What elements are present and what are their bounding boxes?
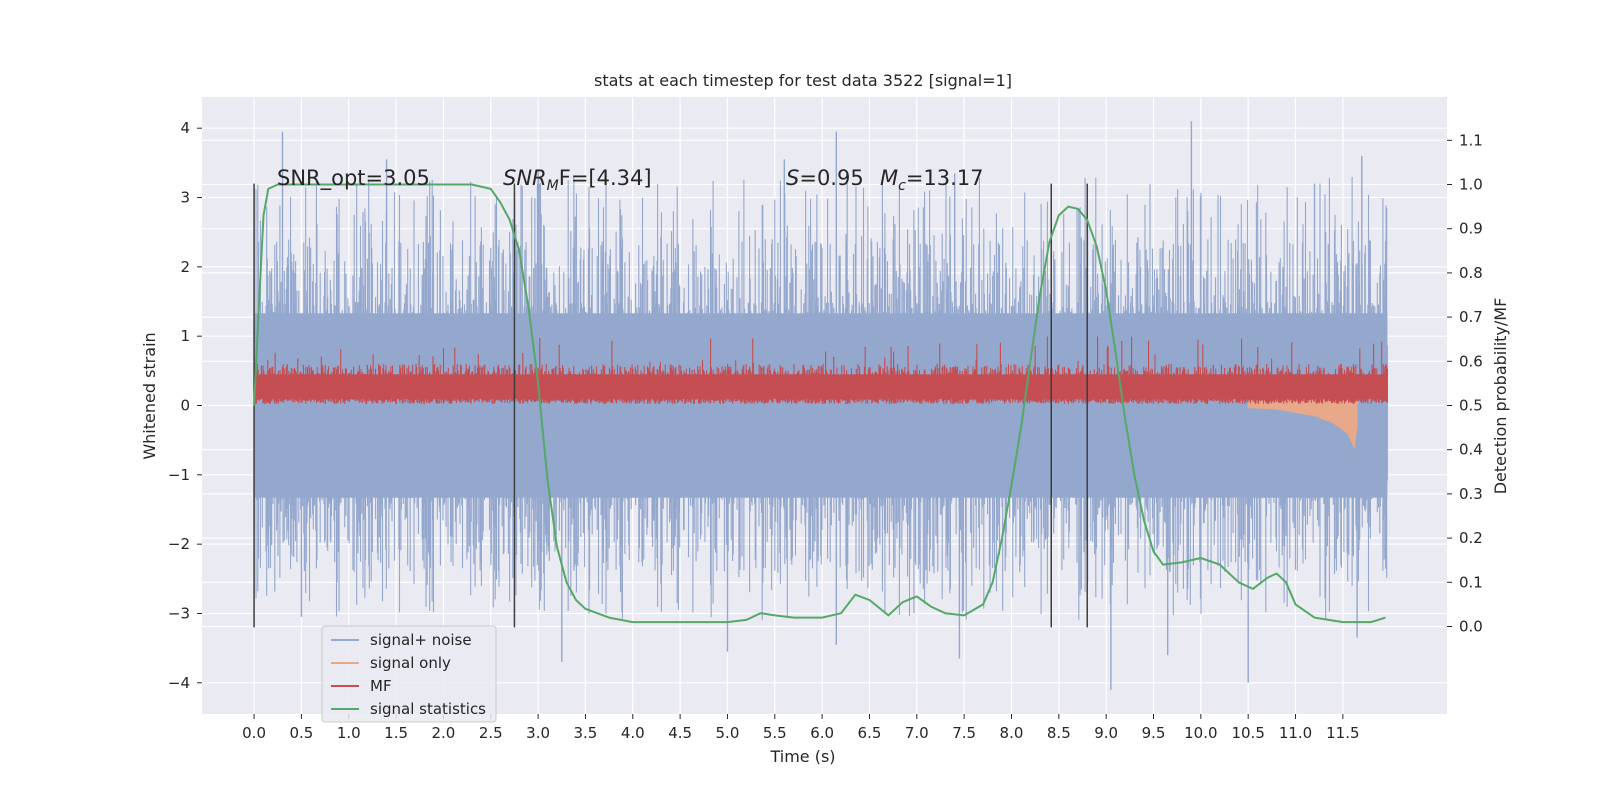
legend-label: signal statistics xyxy=(370,700,486,718)
signal-noise-extremes xyxy=(281,121,1363,690)
x-tick-label: 1.0 xyxy=(337,724,361,742)
legend-box xyxy=(321,625,497,723)
x-tick-label: 4.5 xyxy=(668,724,692,742)
x-axis-label: Time (s) xyxy=(769,747,835,766)
y2-tick-label: 0.1 xyxy=(1459,573,1483,591)
series-signal-noise xyxy=(253,121,1388,690)
annotations: SNR_opt=3.05 SNRMF=[4.34] S=0.95 Mc=13.17 xyxy=(277,166,984,194)
y2-tick-label: 1.1 xyxy=(1459,131,1483,149)
ticks: 0.0 0.5 1.0 1.5 2.0 2.5 3.0 3.5 4.0 4.5 5.0 5.5 6.0 6… xyxy=(168,119,1483,742)
x-tick-label: 11.5 xyxy=(1326,724,1359,742)
y-tick-label: −3 xyxy=(168,604,190,622)
y2-tick-label: 0.8 xyxy=(1459,264,1483,282)
y2-tick-label: 0.0 xyxy=(1459,617,1483,635)
x-tick-label: 5.0 xyxy=(716,724,740,742)
x-tick-label: 11.0 xyxy=(1279,724,1312,742)
annotation-snr-mf: SNRMF=[4.34] xyxy=(503,166,652,194)
x-tick-label: 4.0 xyxy=(621,724,645,742)
plot-area xyxy=(202,97,1447,714)
vertical-markers xyxy=(253,183,1088,628)
x-tick-label: 8.5 xyxy=(1047,724,1071,742)
x-tick-label: 6.5 xyxy=(858,724,882,742)
x-tick-label: 10.5 xyxy=(1231,724,1264,742)
x-tick-label: 9.0 xyxy=(1094,724,1118,742)
x-tick-label: 5.5 xyxy=(763,724,787,742)
signal-noise-core xyxy=(254,313,1388,498)
legend-label: MF xyxy=(370,677,392,695)
x-tick-label: 0.5 xyxy=(289,724,313,742)
y2-tick-label: 0.9 xyxy=(1459,220,1483,238)
y2-tick-label: 0.7 xyxy=(1459,308,1483,326)
x-tick-label: 6.0 xyxy=(810,724,834,742)
y2-tick-label: 0.4 xyxy=(1459,441,1483,459)
y-tick-label: −1 xyxy=(168,466,190,484)
annotation-s: S=0.95 xyxy=(786,166,864,190)
chart-title: stats at each timestep for test data 352… xyxy=(594,71,1012,90)
y2-tick-label: 1.0 xyxy=(1459,176,1483,194)
y2-tick-label: 0.5 xyxy=(1459,397,1483,415)
x-tick-label: 9.5 xyxy=(1142,724,1166,742)
annotation-snr-opt: SNR_opt=3.05 xyxy=(277,166,430,191)
x-tick-label: 8.0 xyxy=(1000,724,1024,742)
x-tick-label: 3.5 xyxy=(574,724,598,742)
y2-axis-label: Detection probability/MF xyxy=(1491,298,1510,495)
signal-statistics-line xyxy=(253,183,1386,624)
x-tick-label: 3.0 xyxy=(526,724,550,742)
legend-label: signal only xyxy=(370,654,451,672)
x-tick-label: 10.0 xyxy=(1184,724,1217,742)
y-tick-label: −2 xyxy=(168,535,190,553)
x-tick-label: 7.5 xyxy=(952,724,976,742)
x-tick-label: 1.5 xyxy=(384,724,408,742)
y2-tick-label: 0.3 xyxy=(1459,485,1483,503)
y-tick-label: −4 xyxy=(168,674,190,692)
legend: signal+ noise signal only MF signal statist… xyxy=(321,625,497,723)
y-tick-label: 3 xyxy=(180,189,190,207)
y2-tick-label: 0.2 xyxy=(1459,529,1483,547)
y-tick-label: 2 xyxy=(180,258,190,276)
x-tick-label: 7.0 xyxy=(905,724,929,742)
x-tick-label: 2.0 xyxy=(431,724,455,742)
y2-tick-label: 0.6 xyxy=(1459,352,1483,370)
legend-label: signal+ noise xyxy=(370,631,472,649)
y-tick-label: 1 xyxy=(180,327,190,345)
y-tick-label: 0 xyxy=(180,397,190,415)
y-tick-label: 4 xyxy=(180,119,190,137)
series-signal-statistics xyxy=(253,183,1386,624)
annotation-mc: Mc=13.17 xyxy=(880,166,984,194)
x-tick-label: 2.5 xyxy=(479,724,503,742)
x-tick-label: 0.0 xyxy=(242,724,266,742)
y-axis-label: Whitened strain xyxy=(140,332,159,459)
